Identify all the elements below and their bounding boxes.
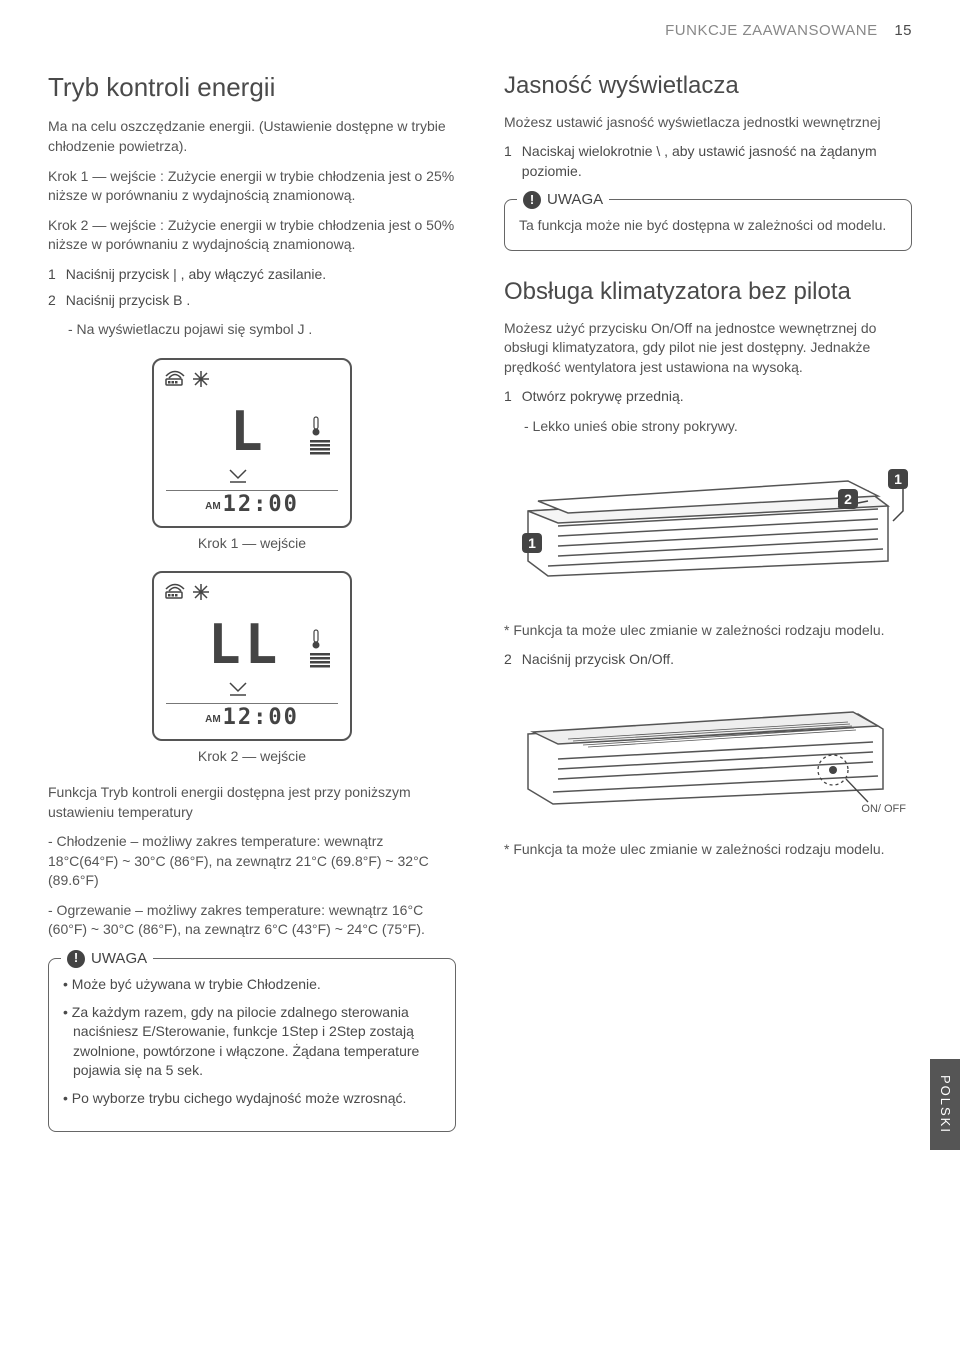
note2-text: * Funkcja ta może ulec zmianie w zależno… <box>504 840 912 860</box>
note1-text: * Funkcja ta może ulec zmianie w zależno… <box>504 621 912 641</box>
caution-title: ! UWAGA <box>61 948 153 969</box>
onoff-label: ON/ OFF <box>861 803 906 815</box>
funkcja-text: Funkcja Tryb kontroli energii dostępna j… <box>48 783 456 822</box>
step-list: 1 Naciskaj wielokrotnie \ , aby ustawić j… <box>504 142 912 181</box>
remote-caption-2: Krok 2 — wejście <box>48 747 456 767</box>
section-title-nopilot: Obsługa klimatyzatora bez pilota <box>504 275 912 309</box>
svg-text:2: 2 <box>844 491 852 507</box>
snowflake-icon <box>192 370 210 388</box>
caution-title: ! UWAGA <box>517 189 609 210</box>
step-list: 1 Otwórz pokrywę przednią. <box>504 387 912 407</box>
section-title-energy: Tryb kontroli energii <box>48 69 456 105</box>
caution-label: UWAGA <box>91 948 147 969</box>
left-column: Tryb kontroli energii Ma na celu oszczęd… <box>48 69 456 1150</box>
ampm-label: AM <box>205 500 221 514</box>
fan-bars-icon <box>310 440 330 456</box>
step-list: 2 Naciśnij przycisk On/Off. <box>504 650 912 670</box>
section-name: FUNKCJE ZAAWANSOWANE <box>665 22 878 39</box>
list-item: 1 Otwórz pokrywę przednią. <box>504 387 912 407</box>
list-item: 1 Naciskaj wielokrotnie \ , aby ustawić j… <box>504 142 912 181</box>
remote-time: AM 12:00 <box>205 494 299 516</box>
brightness-intro: Możesz ustawić jasność wyświetlacza jedn… <box>504 113 912 133</box>
list-item: 2 Naciśnij przycisk On/Off. <box>504 650 912 670</box>
right-column: Jasność wyświetlacza Możesz ustawić jasn… <box>504 69 912 1150</box>
substep-text: - Na wyświetlaczu pojawi się symbol J . <box>68 320 456 340</box>
remote-side-icons <box>310 629 330 669</box>
signal-icon <box>164 370 186 386</box>
ampm-label: AM <box>205 713 221 727</box>
swing-icon <box>228 468 248 490</box>
section-title-brightness: Jasność wyświetlacza <box>504 69 912 103</box>
signal-icon <box>164 583 186 599</box>
remote-divider <box>166 490 338 491</box>
remote-display-2: LL AM 12:00 <box>152 571 352 741</box>
krok2-text: Krok 2 — wejście : Zużycie energii w try… <box>48 216 456 255</box>
remote-divider <box>166 703 338 704</box>
caution-box-left: ! UWAGA Może być używana w trybie Chłodz… <box>48 958 456 1132</box>
step-list: 1 Naciśnij przycisk | , aby włączyć zasil… <box>48 265 456 310</box>
step-text: Naciskaj wielokrotnie \ , aby ustawić ja… <box>522 142 912 181</box>
krok1-text: Krok 1 — wejście : Zużycie energii w try… <box>48 167 456 206</box>
step-number: 1 <box>504 387 512 407</box>
caution-label: UWAGA <box>547 189 603 210</box>
remote-side-icons <box>310 416 330 456</box>
remote-top-icons <box>164 370 210 388</box>
step-number: 2 <box>48 291 56 311</box>
remote-time: AM 12:00 <box>205 707 299 729</box>
page-header: FUNKCJE ZAAWANSOWANE 15 <box>48 20 912 41</box>
step-text: Otwórz pokrywę przednią. <box>522 387 684 407</box>
remote-caption-1: Krok 1 — wejście <box>48 534 456 554</box>
step1-sub: - Lekko unieś obie strony pokrywy. <box>524 417 912 437</box>
ac-unit-illustration-open: 1 2 1 <box>504 451 912 591</box>
page-number: 15 <box>894 22 912 39</box>
step-number: 1 <box>504 142 512 181</box>
energy-intro: Ma na celu oszczędzanie energii. (Ustawi… <box>48 117 456 156</box>
caution-text: Ta funkcja może nie być dostępna w zależ… <box>519 216 897 236</box>
svg-text:1: 1 <box>894 471 902 487</box>
list-item: 2 Naciśnij przycisk B . <box>48 291 456 311</box>
fan-bars-icon <box>310 653 330 669</box>
step-text: Naciśnij przycisk On/Off. <box>522 650 674 670</box>
remote-big-digit: LL <box>208 618 281 672</box>
caution-item: Za każdym razem, gdy na pilocie zdalnego… <box>63 1003 441 1081</box>
cooling-range: - Chłodzenie – możliwy zakres temperatur… <box>48 832 456 891</box>
callout-1-right: 1 <box>888 469 908 521</box>
svg-text:1: 1 <box>528 535 536 551</box>
snowflake-icon <box>192 583 210 601</box>
step-text: Naciśnij przycisk B . <box>66 291 190 311</box>
thermometer-icon <box>310 629 322 649</box>
remote-big-digit: L <box>230 405 267 459</box>
time-digits: 12:00 <box>223 707 299 729</box>
caution-list: Może być używana w trybie Chłodzenie. Za… <box>63 975 441 1109</box>
caution-icon: ! <box>523 191 541 209</box>
list-item: 1 Naciśnij przycisk | , aby włączyć zasil… <box>48 265 456 285</box>
thermometer-icon <box>310 416 322 436</box>
ac-unit-illustration-onoff: ON/ OFF <box>504 684 912 824</box>
caution-item: Może być używana w trybie Chłodzenie. <box>63 975 441 995</box>
swing-icon <box>228 681 248 703</box>
remote-display-1: L AM 12:00 <box>152 358 352 528</box>
time-digits: 12:00 <box>223 494 299 516</box>
remote-top-icons <box>164 583 210 601</box>
heating-range: - Ogrzewanie – możliwy zakres temperatur… <box>48 901 456 940</box>
step-number: 1 <box>48 265 56 285</box>
language-tab: POLSKI <box>930 1059 960 1150</box>
step-text: Naciśnij przycisk | , aby włączyć zasila… <box>66 265 326 285</box>
step-number: 2 <box>504 650 512 670</box>
nopilot-intro: Możesz użyć przycisku On/Off na jednostc… <box>504 319 912 378</box>
caution-item: Po wyborze trybu cichego wydajność może … <box>63 1089 441 1109</box>
caution-box-brightness: ! UWAGA Ta funkcja może nie być dostępna… <box>504 199 912 251</box>
caution-icon: ! <box>67 950 85 968</box>
callout-1-left: 1 <box>522 533 542 553</box>
